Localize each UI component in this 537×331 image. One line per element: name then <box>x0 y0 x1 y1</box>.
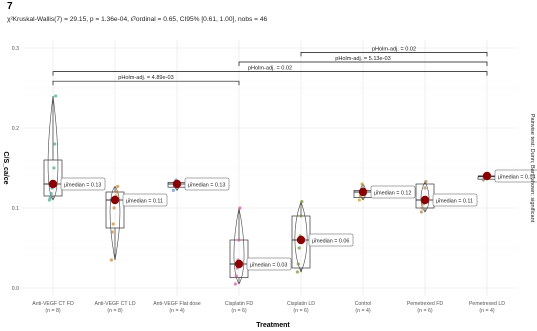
x-tick-count: (n = 8) <box>107 308 122 314</box>
x-axis-ticks: Anti-VEGF CT FD(n = 8)Anti-VEGF CT LD(n … <box>32 301 505 314</box>
median-point <box>420 195 430 205</box>
median-label-box <box>308 233 354 247</box>
x-axis-title: Treatment <box>256 322 290 329</box>
x-tick-label: Cisplatin LD <box>287 301 315 307</box>
data-point <box>116 184 120 188</box>
x-tick-count: (n = 4) <box>169 308 184 314</box>
median-label: μ̂median = 0.11 <box>436 198 473 204</box>
significance-bracket <box>300 52 488 57</box>
data-point <box>53 142 57 146</box>
x-tick-count: (n = 4) <box>479 308 494 314</box>
data-point <box>238 206 242 210</box>
data-point <box>233 282 237 286</box>
data-point <box>237 238 241 242</box>
median-point <box>482 171 492 181</box>
significance-bracket <box>52 71 488 76</box>
median-label: μ̂median = 0.06 <box>312 238 349 244</box>
data-point <box>47 198 52 202</box>
median-label-box <box>184 177 230 191</box>
x-tick-count: (n = 4) <box>355 308 370 314</box>
data-point <box>48 196 52 200</box>
median-markers: μ̂median = 0.13 μ̂median = 0.11 μ̂median =… <box>48 169 537 271</box>
data-point <box>109 258 113 262</box>
y-tick-label: 0.0 <box>12 286 19 292</box>
data-point <box>115 190 119 194</box>
data-point <box>171 188 175 192</box>
data-point <box>54 94 58 98</box>
median-label: μ̂median = 0.14 <box>498 174 535 180</box>
median-point <box>296 235 306 245</box>
median-label: μ̂median = 0.13 <box>64 182 101 188</box>
median-point <box>234 259 244 269</box>
chart-subtitle: χ²Kruskal-Wallis(7) = 29.15, p = 1.36e-0… <box>7 16 268 23</box>
data-point <box>234 274 238 278</box>
x-tick-label: Pemetrexed LD <box>469 301 505 307</box>
right-caption: Pairwise test: Dunn; Bars shown: signifi… <box>529 114 535 223</box>
median-label: μ̂median = 0.13 <box>188 182 225 188</box>
median-label-box <box>246 257 292 271</box>
bracket-label: pHolm-adj. = 0.02 <box>248 66 292 72</box>
median-label-box <box>432 193 478 207</box>
panel-label: 7 <box>7 1 13 12</box>
data-point <box>49 192 53 196</box>
data-point <box>295 270 299 274</box>
grid <box>22 40 518 296</box>
significance-brackets: pHolm-adj. = 4.89e-03 pHolm-adj. = 0.02 pH… <box>52 46 488 86</box>
x-tick-label: Anti-VEGF CT LD <box>94 301 135 307</box>
bracket-label: pHolm-adj. = 4.89e-03 <box>118 75 174 81</box>
median-label-box <box>60 177 106 191</box>
data-point <box>300 200 304 204</box>
box <box>105 191 125 229</box>
median-label-box <box>494 169 537 183</box>
data-point <box>296 262 300 266</box>
data-point <box>357 198 361 202</box>
median-point <box>110 195 120 205</box>
significance-bracket <box>238 61 488 66</box>
median-label: μ̂median = 0.12 <box>374 190 411 196</box>
data-point <box>110 230 114 234</box>
median-point <box>172 179 182 189</box>
bracket-label: pHolm-adj. = 0.02 <box>372 46 416 52</box>
data-point <box>111 222 115 226</box>
x-tick-count: (n = 6) <box>231 308 246 314</box>
median-label: μ̂median = 0.11 <box>126 198 163 204</box>
bracket-label: pHolm-adj. = 5.13e-03 <box>335 56 391 62</box>
x-tick-count: (n = 6) <box>417 308 432 314</box>
data-point <box>420 206 424 210</box>
median-point <box>48 179 58 189</box>
median-label-box <box>122 193 168 207</box>
y-axis-ticks: 0.0 0.1 0.2 0.3 <box>12 46 19 292</box>
data-point <box>424 180 428 184</box>
violins <box>47 95 490 285</box>
x-tick-label: Pemetrexed FD <box>407 301 444 307</box>
x-tick-count: (n = 6) <box>293 308 308 314</box>
data-point <box>423 186 427 190</box>
y-tick-label: 0.1 <box>12 206 19 212</box>
x-tick-label: Cisplatin FD <box>225 301 254 307</box>
median-point <box>358 187 368 197</box>
data-point <box>112 206 116 210</box>
data-point <box>299 214 303 218</box>
median-label-box <box>370 185 416 199</box>
y-axis-title: C/S_ca/ce <box>2 151 9 184</box>
median-label: μ̂median = 0.03 <box>250 262 287 268</box>
y-tick-label: 0.2 <box>12 126 19 132</box>
x-tick-label: Control <box>355 301 372 307</box>
data-point <box>52 166 56 170</box>
y-tick-label: 0.3 <box>12 46 19 52</box>
x-tick-label: Anti-VEGF Flat dose <box>153 301 201 307</box>
significance-bracket <box>52 80 240 86</box>
data-point <box>360 182 364 186</box>
data-point <box>419 210 423 214</box>
x-tick-label: Anti-VEGF CT FD <box>32 301 74 307</box>
x-tick-count: (n = 8) <box>45 308 60 314</box>
data-point <box>297 246 301 250</box>
